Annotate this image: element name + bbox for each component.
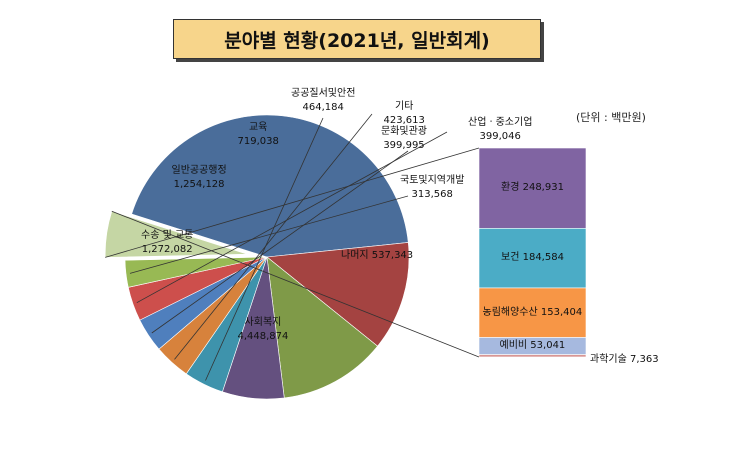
bar-label-value: 248,931 (522, 182, 564, 194)
bar-segment-보건 (478, 228, 587, 289)
pie-label-name: 사회복지 (244, 317, 282, 328)
bar-label-보건: 보건 184,584 (501, 251, 564, 265)
bar-label-value: 7,363 (630, 353, 659, 365)
pie-label-value: 1,272,082 (141, 244, 193, 255)
pie-label-교육: 교육 719,038 (238, 121, 279, 149)
connector-line-top (105, 147, 480, 258)
bar-label-name: 농림해양수산 (482, 306, 538, 318)
pie-slice-사회복지 (131, 114, 409, 258)
bar-label-name: 과학기술 (590, 353, 627, 365)
pie-label-value: 464,184 (302, 102, 344, 113)
leader-line-문화및관광 (151, 150, 409, 334)
pie-label-name: 산업ㆍ중소기업 (468, 117, 533, 128)
leader-line-산업ㆍ중소기업 (136, 131, 448, 304)
bar-label-환경: 환경 248,931 (501, 181, 564, 195)
bar-label-예비비: 예비비 53,041 (500, 339, 566, 353)
pie-label-수송-및-교통: 수송 및 교통 1,272,082 (141, 229, 193, 257)
pie-label-name: 나머지 (341, 250, 369, 261)
pie-label-나머지: 나머지 537,343 (341, 249, 413, 263)
chart-title: 분야별 현황(2021년, 일반회계) (173, 19, 541, 59)
leader-line-기타 (174, 113, 373, 360)
connector-line-bottom (111, 210, 480, 358)
bar-label-value: 184,584 (522, 252, 564, 264)
pie-label-value: 719,038 (237, 136, 279, 147)
bar-segment-환경 (478, 147, 587, 229)
pie-label-name: 공공질서및안전 (291, 88, 356, 99)
pie-label-문화및관광: 문화및관광 399,995 (381, 125, 427, 153)
leader-line-공공질서및안전 (205, 117, 324, 381)
leader-line-국토및지역개발 (129, 195, 409, 274)
pie-label-산업ㆍ중소기업: 산업ㆍ중소기업 399,046 (468, 116, 532, 144)
pie-label-name: 일반공공행정 (171, 165, 227, 176)
bar-segment-농림해양수산 (478, 287, 587, 338)
leader-lines (105, 113, 480, 381)
pie-label-name: 기타 (394, 101, 414, 112)
pie-label-국토및지역개발: 국토및지역개발 313,568 (400, 174, 464, 202)
pie-label-value: 313,568 (411, 189, 453, 200)
pie-label-value: 399,995 (383, 140, 425, 151)
bar-label-name: 예비비 (499, 340, 528, 352)
pie-slice-일반공공행정 (266, 256, 378, 399)
bar-label-value: 153,404 (540, 306, 583, 318)
pie-layer (104, 114, 410, 400)
pie-slice-수송-및-교통 (266, 242, 410, 347)
pie-label-value: 4,448,874 (237, 331, 289, 342)
bar-layer (478, 147, 587, 358)
pie-label-공공질서및안전: 공공질서및안전 464,184 (291, 87, 355, 115)
bar-label-과학기술: 과학기술 7,363 (590, 353, 659, 367)
pie-label-value: 537,343 (371, 250, 414, 261)
bar-label-value: 53,041 (530, 340, 566, 352)
pie-label-name: 문화및관광 (381, 126, 427, 137)
bar-segment-과학기술 (478, 354, 587, 358)
pie-label-name: 수송 및 교통 (141, 230, 194, 241)
pie-label-value: 399,046 (479, 131, 521, 142)
bar-label-name: 환경 (501, 182, 520, 194)
pie-label-사회복지: 사회복지 4,448,874 (238, 316, 289, 344)
bar-label-name: 보건 (501, 252, 520, 264)
pie-label-value: 1,254,128 (173, 179, 225, 190)
unit-note: (단위 : 백만원) (576, 111, 646, 124)
pie-label-value: 423,613 (383, 115, 425, 126)
pie-label-name: 교육 (248, 122, 268, 133)
pie-label-일반공공행정: 일반공공행정 1,254,128 (172, 164, 227, 192)
bar-label-농림해양수산: 농림해양수산 153,404 (483, 306, 583, 320)
pie-label-기타: 기타 423,613 (384, 100, 425, 128)
pie-label-name: 국토및지역개발 (400, 175, 465, 186)
